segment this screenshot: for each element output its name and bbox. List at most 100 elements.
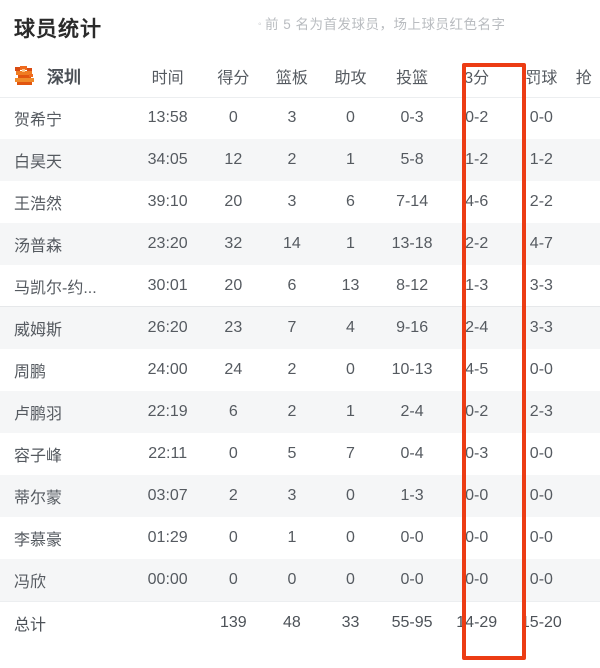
cell-rebounds: 5: [262, 433, 322, 475]
cell-steals-clipped: [573, 391, 600, 433]
cell-freethrow: 0-0: [509, 475, 574, 517]
table-row[interactable]: 蒂尔蒙 03:07 2 3 0 1-3 0-0 0-0: [0, 475, 600, 517]
cell-assists: 4: [321, 307, 380, 349]
cell-threepoint: 0-0: [444, 475, 510, 517]
player-name[interactable]: 卢鹏羽: [0, 391, 132, 433]
col-header-points[interactable]: 得分: [204, 55, 263, 98]
cell-assists: 1: [321, 223, 380, 265]
player-name[interactable]: 冯欣: [0, 559, 132, 601]
cell-fieldgoals: 7-14: [379, 181, 445, 223]
cell-freethrow: 3-3: [509, 265, 574, 307]
cell-steals-clipped: [573, 139, 600, 181]
cell-rebounds: 6: [262, 265, 322, 307]
header-note: ◦ 前 5 名为首发球员，场上球员红色名字: [258, 13, 506, 33]
cell-steals-clipped: [573, 97, 600, 139]
cell-assists: 0: [321, 559, 380, 601]
table-row[interactable]: 王浩然 39:10 20 3 6 7-14 4-6 2-2: [0, 181, 600, 223]
table-row[interactable]: 周鹏 24:00 24 2 0 10-13 4-5 0-0: [0, 349, 600, 391]
cell-minutes: 01:29: [131, 517, 205, 559]
player-name[interactable]: 王浩然: [0, 181, 132, 223]
cell-assists: 0: [321, 349, 380, 391]
cell-points: 2: [204, 475, 263, 517]
player-name[interactable]: 马凯尔-约...: [0, 265, 132, 307]
table-row[interactable]: 马凯尔-约... 30:01 20 6 13 8-12 1-3 3-3: [0, 265, 600, 307]
cell-minutes: 03:07: [131, 475, 205, 517]
table-row[interactable]: 贺希宁 13:58 0 3 0 0-3 0-2 0-0: [0, 97, 600, 139]
team-crest-icon: [12, 64, 38, 88]
cell-steals-clipped: [573, 559, 600, 601]
cell-minutes: 22:19: [131, 391, 205, 433]
cell-threepoint: 2-2: [444, 223, 510, 265]
col-header-rebounds[interactable]: 篮板: [262, 55, 322, 98]
page-title: 球员统计: [14, 17, 102, 41]
cell-points: 20: [204, 265, 263, 307]
col-header-fieldgoals[interactable]: 投篮: [379, 55, 445, 98]
cell-points: 32: [204, 223, 263, 265]
col-header-assists[interactable]: 助攻: [321, 55, 380, 98]
player-name[interactable]: 威姆斯: [0, 307, 132, 349]
total-minutes: [131, 601, 205, 645]
team-name: 深圳: [47, 68, 81, 88]
player-name[interactable]: 白昊天: [0, 139, 132, 181]
cell-minutes: 23:20: [131, 223, 205, 265]
header-note-text: 前 5 名为首发球员，场上球员红色名字: [265, 17, 506, 32]
col-header-minutes[interactable]: 时间: [131, 55, 205, 98]
cell-assists: 0: [321, 475, 380, 517]
cell-freethrow: 0-0: [509, 559, 574, 601]
cell-steals-clipped: [573, 433, 600, 475]
table-row[interactable]: 汤普森 23:20 32 14 1 13-18 2-2 4-7: [0, 223, 600, 265]
cell-rebounds: 3: [262, 475, 322, 517]
cell-threepoint: 4-5: [444, 349, 510, 391]
player-name[interactable]: 汤普森: [0, 223, 132, 265]
cell-fieldgoals: 10-13: [379, 349, 445, 391]
cell-minutes: 26:20: [131, 307, 205, 349]
table-row[interactable]: 李慕豪 01:29 0 1 0 0-0 0-0 0-0: [0, 517, 600, 559]
cell-assists: 13: [321, 265, 380, 307]
cell-fieldgoals: 5-8: [379, 139, 445, 181]
cell-assists: 7: [321, 433, 380, 475]
cell-freethrow: 2-2: [509, 181, 574, 223]
player-name[interactable]: 容子峰: [0, 433, 132, 475]
total-threepoint: 14-29: [444, 601, 510, 645]
cell-fieldgoals: 8-12: [379, 265, 445, 307]
cell-freethrow: 0-0: [509, 349, 574, 391]
cell-rebounds: 3: [262, 181, 322, 223]
cell-minutes: 22:11: [131, 433, 205, 475]
cell-threepoint: 1-2: [444, 139, 510, 181]
col-header-freethrow[interactable]: 罚球: [509, 55, 574, 98]
cell-steals-clipped: [573, 349, 600, 391]
cell-freethrow: 2-3: [509, 391, 574, 433]
cell-steals-clipped: [573, 517, 600, 559]
table-row[interactable]: 威姆斯 26:20 23 7 4 9-16 2-4 3-3: [0, 307, 600, 349]
cell-minutes: 30:01: [131, 265, 205, 307]
player-name[interactable]: 蒂尔蒙: [0, 475, 132, 517]
col-header-threepoint[interactable]: 3分: [444, 55, 510, 98]
col-header-steals[interactable]: 抢: [573, 55, 600, 98]
player-name[interactable]: 贺希宁: [0, 97, 132, 139]
table-row[interactable]: 卢鹏羽 22:19 6 2 1 2-4 0-2 2-3: [0, 391, 600, 433]
table-row[interactable]: 白昊天 34:05 12 2 1 5-8 1-2 1-2: [0, 139, 600, 181]
cell-minutes: 34:05: [131, 139, 205, 181]
cell-rebounds: 14: [262, 223, 322, 265]
player-name[interactable]: 周鹏: [0, 349, 132, 391]
cell-freethrow: 4-7: [509, 223, 574, 265]
cell-fieldgoals: 9-16: [379, 307, 445, 349]
table-row[interactable]: 容子峰 22:11 0 5 7 0-4 0-3 0-0: [0, 433, 600, 475]
cell-rebounds: 2: [262, 139, 322, 181]
cell-points: 0: [204, 559, 263, 601]
cell-steals-clipped: [573, 223, 600, 265]
cell-minutes: 13:58: [131, 97, 205, 139]
cell-points: 23: [204, 307, 263, 349]
cell-fieldgoals: 0-4: [379, 433, 445, 475]
player-name[interactable]: 李慕豪: [0, 517, 132, 559]
cell-minutes: 39:10: [131, 181, 205, 223]
cell-freethrow: 0-0: [509, 97, 574, 139]
col-header-team[interactable]: 深圳: [0, 55, 132, 98]
table-row[interactable]: 冯欣 00:00 0 0 0 0-0 0-0 0-0: [0, 559, 600, 601]
cell-assists: 0: [321, 97, 380, 139]
cell-points: 24: [204, 349, 263, 391]
cell-freethrow: 3-3: [509, 307, 574, 349]
cell-rebounds: 0: [262, 559, 322, 601]
cell-threepoint: 2-4: [444, 307, 510, 349]
